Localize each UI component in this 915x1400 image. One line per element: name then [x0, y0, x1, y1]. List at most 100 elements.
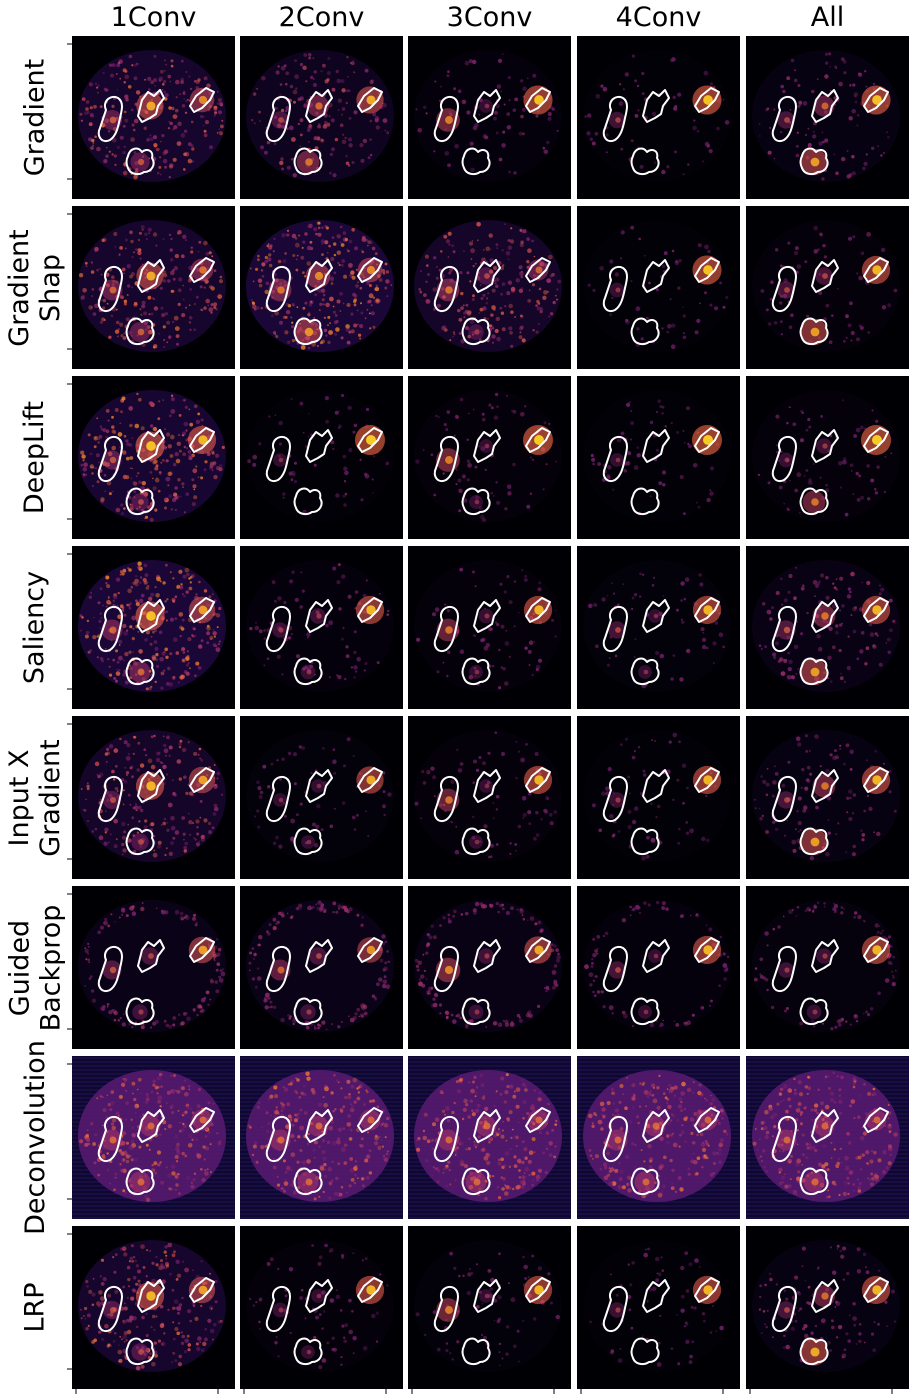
lesion-outline [799, 827, 829, 856]
lesion-outline [189, 257, 215, 283]
heatmap-cell [72, 206, 235, 369]
lesion-outline [433, 266, 459, 312]
lesion-outline [137, 769, 165, 803]
lesion-outline [293, 317, 323, 346]
heatmap-cell [72, 716, 235, 879]
row-label-6: Deconvolution [0, 1040, 70, 1235]
column-title-1: 2Conv [278, 2, 365, 33]
lesion-outline [357, 257, 383, 283]
row-label-3: Saliency [0, 546, 70, 709]
heatmap-cell [577, 36, 740, 199]
lesion-outline [811, 259, 839, 293]
lesion-outline [811, 769, 839, 803]
lesion-outline [602, 266, 628, 312]
lesion-outline [602, 96, 628, 142]
row-label-line: Gradient [4, 228, 35, 347]
lesion-outline [694, 1107, 720, 1133]
lesion-outline [771, 96, 797, 142]
lesion-outline [265, 776, 291, 822]
heatmap-cell [240, 886, 403, 1049]
lesion-outline [137, 939, 165, 973]
lesion-outline [525, 767, 551, 793]
row-label-0: Gradient [0, 36, 70, 199]
heatmap-cell [408, 206, 571, 369]
lesion-outline [97, 606, 123, 652]
lesion-outline [265, 436, 291, 482]
lesion-outline [799, 1337, 829, 1366]
heatmap-cell [240, 1226, 403, 1389]
lesion-outline [189, 87, 215, 113]
row-label-line: Input X [4, 749, 35, 846]
lesion-outline [137, 429, 165, 463]
lesion-outline [461, 827, 491, 856]
lesion-outline [357, 597, 383, 623]
row-label-line: Gradient [35, 738, 66, 857]
lesion-outline [630, 317, 660, 346]
lesion-outline [630, 1167, 660, 1196]
column-title-3: 4Conv [615, 2, 702, 33]
lesion-outline [293, 657, 323, 686]
lesion-outline [630, 487, 660, 516]
row-label-7: LRP [0, 1226, 70, 1389]
heatmap-cell [240, 716, 403, 879]
heatmap-cell [408, 1056, 571, 1219]
lesion-outline [433, 1116, 459, 1162]
lesion-outline [461, 1337, 491, 1366]
heatmap-cell [240, 546, 403, 709]
lesion-outline [305, 429, 333, 463]
lesion-outline [771, 606, 797, 652]
lesion-outline [863, 767, 889, 793]
heatmap-cell [408, 376, 571, 539]
heatmap-cell [72, 1056, 235, 1219]
lesion-outline [357, 767, 383, 793]
lesion-outline [137, 259, 165, 293]
row-label-text: Saliency [20, 571, 51, 684]
lesion-outline [694, 427, 720, 453]
heatmap-cell [577, 376, 740, 539]
lesion-outline [357, 1107, 383, 1133]
lesion-outline [525, 937, 551, 963]
lesion-outline [642, 259, 670, 293]
lesion-outline [305, 1279, 333, 1313]
lesion-outline [642, 429, 670, 463]
heatmap-cell [746, 886, 909, 1049]
lesion-outline [863, 937, 889, 963]
heatmap-cell [408, 1226, 571, 1389]
lesion-outline [694, 767, 720, 793]
lesion-outline [642, 1279, 670, 1313]
lesion-outline [97, 1116, 123, 1162]
lesion-outline [189, 597, 215, 623]
lesion-outline [694, 1277, 720, 1303]
lesion-outline [125, 827, 155, 856]
lesion-outline [771, 1116, 797, 1162]
row-label-text: Input X Gradient [4, 739, 66, 857]
lesion-outline [602, 1116, 628, 1162]
lesion-outline [630, 1337, 660, 1366]
lesion-outline [97, 776, 123, 822]
lesion-outline [293, 1337, 323, 1366]
lesion-outline [811, 429, 839, 463]
lesion-outline [799, 657, 829, 686]
lesion-outline [125, 997, 155, 1026]
lesion-outline [97, 436, 123, 482]
lesion-outline [97, 96, 123, 142]
lesion-outline [473, 939, 501, 973]
lesion-outline [293, 997, 323, 1026]
heatmap-cell [746, 376, 909, 539]
lesion-outline [525, 597, 551, 623]
row-label-line: DeepLift [19, 400, 51, 515]
lesion-outline [863, 257, 889, 283]
lesion-outline [293, 147, 323, 176]
lesion-outline [97, 1286, 123, 1332]
lesion-outline [433, 776, 459, 822]
lesion-outline [694, 257, 720, 283]
lesion-outline [293, 827, 323, 856]
lesion-outline [525, 1277, 551, 1303]
lesion-outline [473, 1109, 501, 1143]
heatmap-cell [746, 36, 909, 199]
row-label-1: Gradient Shap [0, 206, 70, 369]
heatmap-cell [72, 546, 235, 709]
lesion-outline [433, 436, 459, 482]
heatmap-cell [746, 206, 909, 369]
row-label-4: Input X Gradient [0, 716, 70, 879]
